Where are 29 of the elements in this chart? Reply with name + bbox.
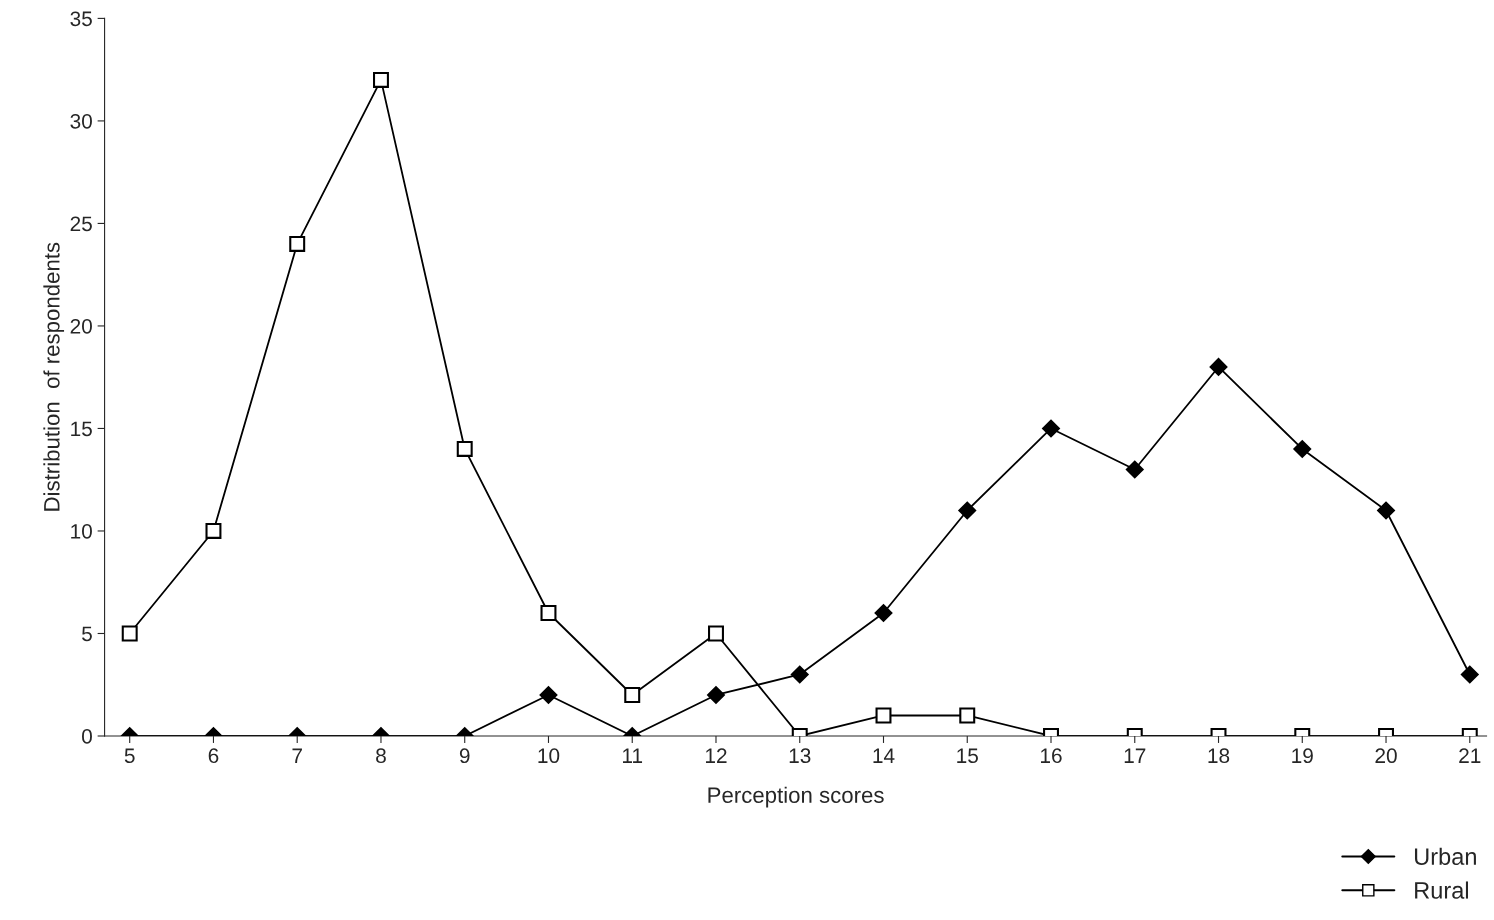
x-tick-label: 20 <box>1375 748 1397 764</box>
x-tick-label: 7 <box>292 748 302 763</box>
x-tick-label: 14 <box>873 748 895 763</box>
x-axis-title: Perception scores <box>708 786 884 808</box>
x-tick-label: 10 <box>538 748 560 764</box>
x-tick-label: 18 <box>1208 748 1230 764</box>
x-tick-label: 12 <box>705 748 727 763</box>
y-tick-label: 20 <box>70 318 92 334</box>
x-tick-label: 19 <box>1292 748 1313 764</box>
y-tick-label: 35 <box>70 11 92 27</box>
y-tick-label: 10 <box>71 523 92 539</box>
legend-label: Urban <box>1414 847 1476 865</box>
y-tick-label: 15 <box>71 421 92 437</box>
x-tick-label: 17 <box>1124 748 1146 763</box>
x-tick-label: 11 <box>623 748 643 763</box>
y-tick-label: 30 <box>70 113 92 129</box>
x-tick-label: 6 <box>208 748 219 764</box>
y-tick-label: 0 <box>82 729 92 744</box>
x-tick-label: 9 <box>459 748 470 764</box>
x-tick-label: 16 <box>1041 748 1062 764</box>
x-tick-label: 21 <box>1459 748 1481 763</box>
x-tick-label: 8 <box>376 748 386 764</box>
x-tick-label: 5 <box>124 748 135 764</box>
x-tick-label: 15 <box>957 748 978 764</box>
y-axis-title: Distribution of respondents <box>43 242 65 511</box>
y-tick-label: 5 <box>82 626 92 642</box>
y-tick-label: 25 <box>70 216 92 232</box>
x-tick-label: 13 <box>789 748 811 764</box>
legend-label: Rural <box>1415 881 1469 899</box>
